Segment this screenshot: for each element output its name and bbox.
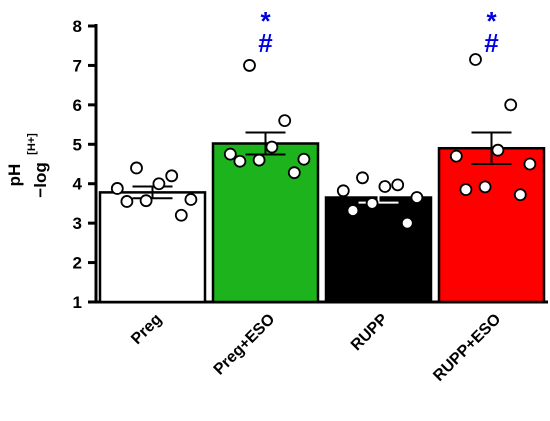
data-point	[233, 154, 247, 168]
data-point	[346, 204, 360, 217]
data-point	[469, 53, 482, 66]
category-label: Preg	[128, 311, 165, 348]
data-point	[120, 195, 134, 208]
data-point	[365, 197, 379, 210]
data-point	[165, 169, 179, 183]
bar	[211, 142, 320, 304]
y-tick-label: 2	[73, 254, 82, 273]
error-bars	[132, 131, 512, 204]
data-points	[110, 53, 537, 230]
category-label: RUPP+ESO	[430, 311, 504, 385]
y-ticks: 1 2 3 4 5 6 7 8	[73, 17, 96, 312]
bars	[98, 142, 546, 304]
data-point	[278, 114, 292, 128]
y-tick-label: 8	[73, 17, 82, 36]
bar	[98, 191, 207, 304]
significance-mark: #	[484, 28, 499, 58]
data-point	[478, 180, 492, 194]
significance-mark: *	[260, 6, 271, 36]
category-labels: Preg Preg+ESO RUPP RUPP+ESO	[128, 311, 504, 385]
data-point	[174, 208, 188, 222]
y-tick-label: 4	[73, 175, 83, 194]
data-point	[265, 140, 279, 154]
y-axis-label-sub: −log	[31, 162, 50, 197]
data-point	[491, 143, 505, 157]
significance-mark: #	[258, 28, 273, 58]
y-axis-label-sup: [H+]	[26, 133, 38, 155]
data-point	[252, 153, 266, 167]
data-point	[459, 183, 473, 197]
data-point	[523, 157, 537, 171]
y-tick-label: 1	[73, 293, 82, 312]
data-point	[504, 98, 518, 112]
y-tick-label: 6	[73, 96, 82, 115]
data-point	[139, 194, 153, 208]
data-point	[336, 184, 350, 198]
data-point	[410, 191, 424, 204]
data-point	[400, 216, 414, 230]
bar	[324, 196, 433, 304]
y-tick-label: 7	[73, 56, 82, 75]
data-point	[378, 180, 392, 193]
bar	[437, 146, 546, 304]
category-label: RUPP	[348, 311, 392, 355]
data-point	[297, 152, 311, 166]
data-point	[356, 171, 369, 185]
category-label: Preg+ESO	[211, 311, 279, 379]
data-point	[513, 188, 527, 202]
significance-annotations: *#*#	[258, 6, 499, 58]
data-point	[391, 178, 405, 192]
data-point	[110, 182, 124, 195]
data-point	[184, 193, 198, 206]
data-point	[152, 177, 166, 191]
data-point	[449, 149, 463, 163]
significance-mark: *	[486, 6, 497, 36]
data-point	[243, 59, 256, 72]
y-tick-label: 5	[73, 135, 82, 154]
y-tick-label: 3	[73, 214, 82, 233]
data-point	[223, 147, 237, 161]
data-point	[130, 161, 143, 175]
y-axis-label-main: pH	[5, 164, 24, 187]
data-point	[287, 166, 301, 180]
